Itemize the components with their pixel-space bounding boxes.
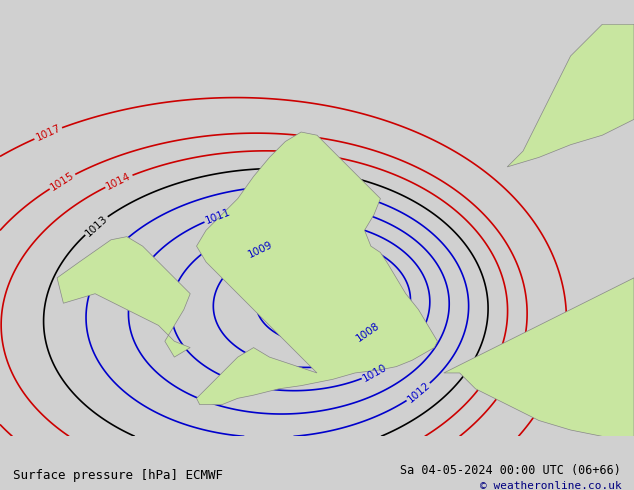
Text: © weatheronline.co.uk: © weatheronline.co.uk <box>479 481 621 490</box>
Text: 1015: 1015 <box>48 170 76 193</box>
Text: 1013: 1013 <box>83 213 109 238</box>
Polygon shape <box>507 24 634 167</box>
Text: 1010: 1010 <box>361 362 389 383</box>
Polygon shape <box>197 132 437 405</box>
Polygon shape <box>57 237 190 357</box>
Text: 1011: 1011 <box>204 207 233 226</box>
Text: 1017: 1017 <box>34 123 62 143</box>
Polygon shape <box>444 278 634 437</box>
Text: 1009: 1009 <box>247 240 275 260</box>
Text: Surface pressure [hPa] ECMWF: Surface pressure [hPa] ECMWF <box>13 469 223 482</box>
Text: Sa 04-05-2024 00:00 UTC (06+66): Sa 04-05-2024 00:00 UTC (06+66) <box>401 465 621 477</box>
Text: 1014: 1014 <box>105 171 133 192</box>
Text: 1012: 1012 <box>405 380 432 405</box>
Text: 1008: 1008 <box>354 320 382 343</box>
